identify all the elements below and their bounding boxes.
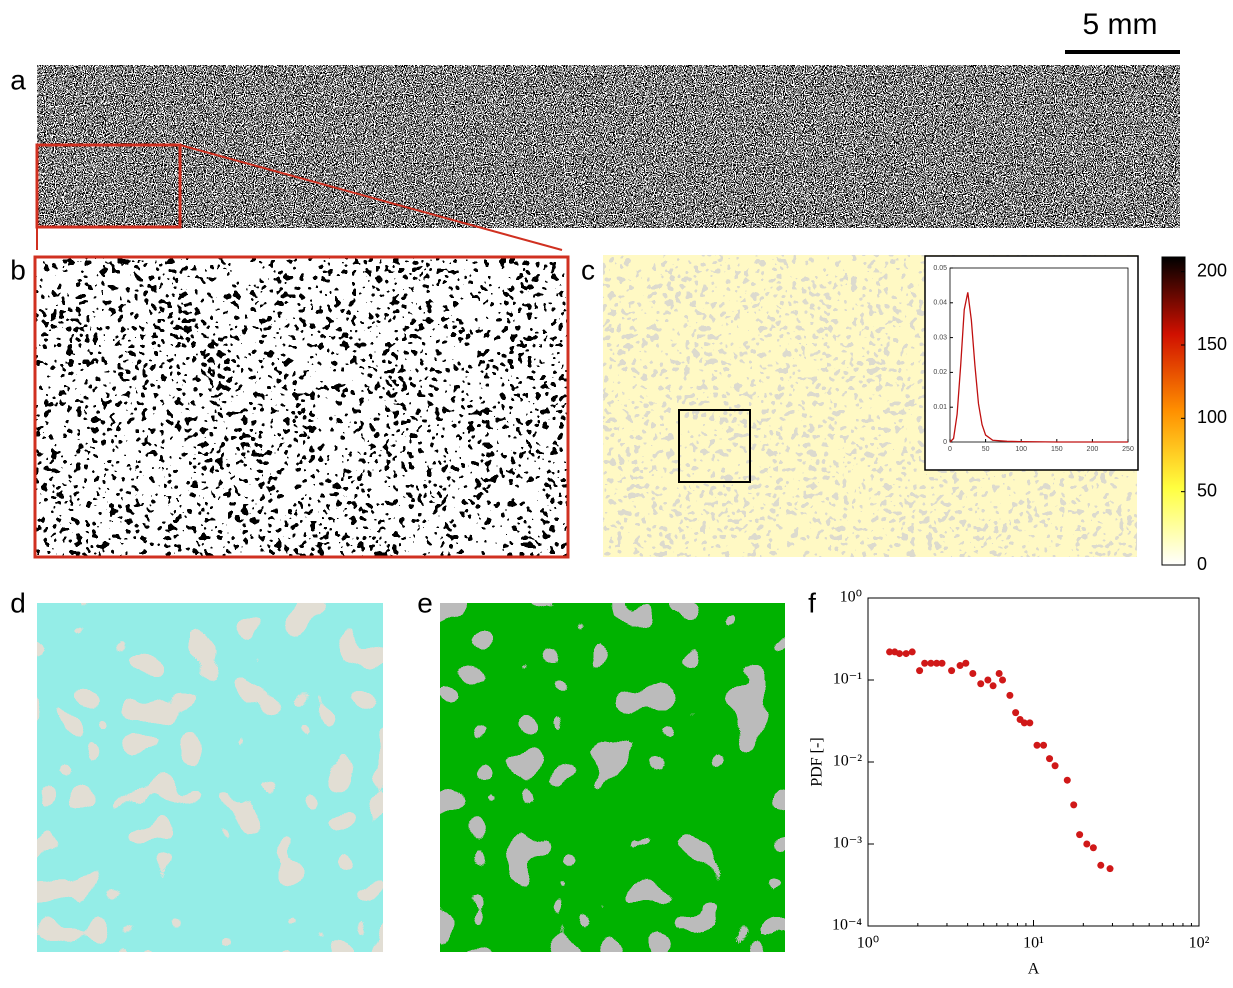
data-point xyxy=(962,660,969,667)
y-tick-label: 0.02 xyxy=(933,369,947,376)
y-tick-label: 10⁻¹ xyxy=(833,671,862,688)
x-tick-label: 100 xyxy=(1015,446,1027,453)
panel-e-image xyxy=(440,603,785,952)
data-point xyxy=(1026,719,1033,726)
colorbar-tick-label: 50 xyxy=(1197,480,1217,500)
y-tick-label: 10⁻² xyxy=(833,753,862,770)
x-tick-label: 10¹ xyxy=(1023,935,1044,952)
y-tick-label: 0.01 xyxy=(933,404,947,411)
panel-label: b xyxy=(10,254,26,285)
y-axis-label: PDF [-] xyxy=(809,737,826,786)
data-point xyxy=(1076,831,1083,838)
data-point xyxy=(999,677,1006,684)
data-point xyxy=(1064,777,1071,784)
data-point xyxy=(969,670,976,677)
panel-a-image xyxy=(37,65,1180,228)
colorbar-tick-label: 100 xyxy=(1197,407,1227,427)
panel-label: d xyxy=(10,587,26,618)
page: 5 mm a b c d e f 10⁰ 10¹ 10² 10⁻⁴ 10⁻³ 10⁻² 10⁻¹ 10⁰ A… xyxy=(0,0,1233,988)
scale-bar-label: 5 mm xyxy=(1083,8,1158,41)
data-point xyxy=(1052,762,1059,769)
x-axis-label: A xyxy=(1028,961,1040,978)
data-point xyxy=(996,670,1003,677)
panel-label: e xyxy=(417,587,433,618)
y-tick-label: 10⁻⁴ xyxy=(832,917,862,934)
data-point xyxy=(1012,709,1019,716)
data-point xyxy=(1034,742,1041,749)
data-point xyxy=(1083,841,1090,848)
data-point xyxy=(896,650,903,657)
y-tick-label: 10⁻³ xyxy=(833,835,862,852)
x-tick-label: 10² xyxy=(1189,935,1210,952)
x-tick-label: 50 xyxy=(982,446,990,453)
y-tick-label: 0.03 xyxy=(933,334,947,341)
colorbar xyxy=(1162,257,1185,565)
y-tick-label: 0.04 xyxy=(933,300,947,307)
figure: 5 mm a b c d e f 10⁰ 10¹ 10² 10⁻⁴ 10⁻³ 10⁻² 10⁻¹ 10⁰ A… xyxy=(0,0,1233,983)
panel-d-image xyxy=(37,603,383,952)
data-point xyxy=(948,667,955,674)
x-tick-label: 250 xyxy=(1122,446,1134,453)
data-point xyxy=(916,667,923,674)
inset-frame xyxy=(925,256,1138,470)
data-point xyxy=(1090,844,1097,851)
y-tick-label: 10⁰ xyxy=(840,589,862,606)
data-point xyxy=(921,660,928,667)
data-point xyxy=(939,660,946,667)
data-point xyxy=(1006,692,1013,699)
data-point xyxy=(1070,801,1077,808)
panel-label: c xyxy=(581,254,595,285)
y-tick-label: 0.05 xyxy=(933,265,947,272)
x-tick-label: 200 xyxy=(1087,446,1099,453)
data-point xyxy=(977,680,984,687)
colorbar-tick-label: 0 xyxy=(1197,554,1207,574)
x-tick-label: 150 xyxy=(1051,446,1063,453)
plot-frame xyxy=(868,598,1199,926)
colorbar-tick-label: 200 xyxy=(1197,260,1227,280)
data-point xyxy=(903,650,910,657)
panel-b-image xyxy=(35,257,568,557)
panel-label: f xyxy=(808,587,816,618)
data-point xyxy=(1046,755,1053,762)
y-tick-label: 0 xyxy=(943,439,947,446)
data-point xyxy=(990,682,997,689)
data-point xyxy=(1097,862,1104,869)
data-point xyxy=(909,648,916,655)
data-point xyxy=(1040,742,1047,749)
x-tick-label: 10⁰ xyxy=(857,935,879,952)
data-point xyxy=(984,677,991,684)
panel-label: a xyxy=(10,64,26,95)
colorbar-tick-label: 150 xyxy=(1197,334,1227,354)
x-tick-label: 0 xyxy=(948,446,952,453)
data-point xyxy=(1107,865,1114,872)
